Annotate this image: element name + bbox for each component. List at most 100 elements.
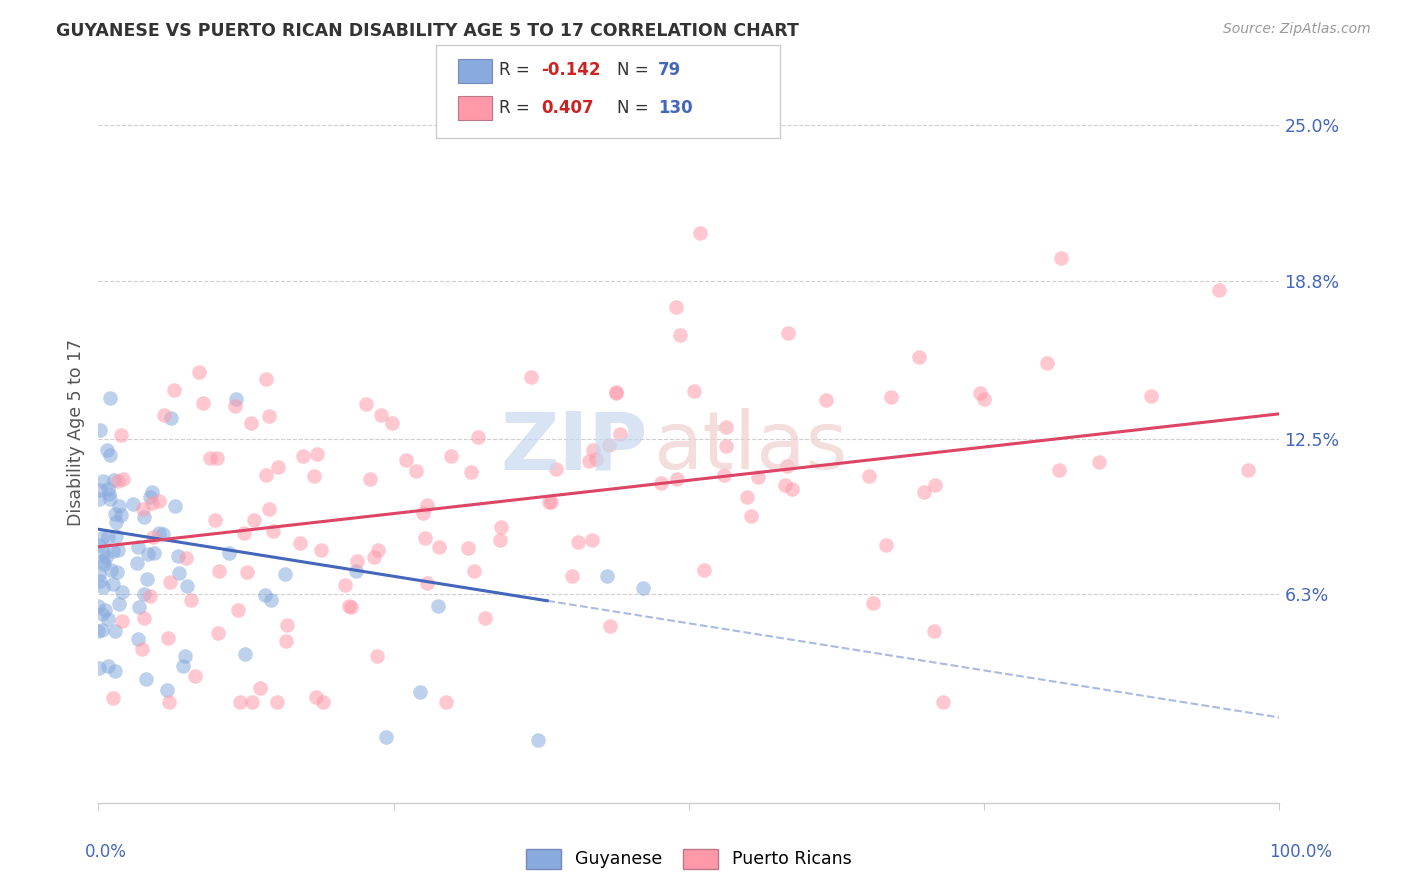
Point: [89, 538, 111, 552]
Point: [225, 392, 247, 407]
Point: [135, 672, 157, 686]
Text: N =: N =: [617, 99, 654, 117]
Point: [683, 384, 706, 398]
Point: [266, 460, 288, 475]
Point: [233, 648, 256, 662]
Text: N =: N =: [617, 62, 654, 79]
Point: [89, 491, 111, 506]
Point: [191, 396, 214, 410]
Point: [104, 624, 127, 638]
Point: [599, 619, 621, 633]
Point: [544, 462, 567, 476]
Point: [108, 597, 131, 611]
Point: [198, 450, 221, 465]
Point: [395, 453, 418, 467]
Point: [666, 472, 689, 486]
Point: [413, 531, 436, 545]
Point: [156, 682, 179, 697]
Point: [346, 554, 368, 568]
Point: [463, 564, 485, 578]
Point: [519, 370, 541, 384]
Point: [107, 565, 129, 579]
Text: 130: 130: [658, 99, 693, 117]
Point: [489, 533, 512, 547]
Point: [254, 371, 277, 385]
Point: [90, 531, 112, 545]
Point: [89, 574, 111, 588]
Point: [111, 584, 134, 599]
Point: [880, 390, 903, 404]
Point: [412, 506, 434, 520]
Point: [605, 385, 627, 400]
Point: [167, 549, 190, 563]
Point: [98, 486, 121, 500]
Point: [236, 565, 259, 579]
Point: [276, 634, 298, 648]
Point: [969, 386, 991, 401]
Point: [98, 491, 121, 506]
Point: [257, 502, 280, 516]
Point: [312, 695, 335, 709]
Point: [714, 439, 737, 453]
Point: [104, 665, 127, 679]
Point: [815, 392, 838, 407]
Point: [581, 533, 603, 547]
Point: [489, 520, 512, 534]
Point: [427, 540, 450, 554]
Point: [136, 547, 159, 561]
Point: [101, 544, 124, 558]
Point: [457, 541, 479, 556]
Point: [89, 423, 111, 437]
Point: [132, 502, 155, 516]
Point: [239, 416, 262, 430]
Point: [176, 579, 198, 593]
Point: [207, 564, 229, 578]
Point: [125, 557, 148, 571]
Point: [605, 385, 627, 400]
Point: [1208, 283, 1230, 297]
Point: [122, 497, 145, 511]
Point: [156, 632, 179, 646]
Point: [304, 469, 326, 483]
Point: [128, 600, 150, 615]
Point: [242, 695, 264, 709]
Point: [160, 411, 183, 425]
Point: [93, 558, 115, 572]
Point: [141, 496, 163, 510]
Point: [134, 611, 156, 625]
Point: [356, 397, 378, 411]
Point: [567, 534, 589, 549]
Point: [174, 648, 197, 663]
Point: [98, 448, 121, 462]
Point: [427, 599, 450, 613]
Point: [381, 416, 404, 430]
Point: [141, 530, 163, 544]
Point: [100, 563, 122, 577]
Point: [148, 493, 170, 508]
Point: [274, 567, 297, 582]
Text: R =: R =: [499, 99, 536, 117]
Point: [134, 510, 156, 524]
Point: [582, 443, 605, 458]
Point: [89, 483, 111, 498]
Point: [665, 301, 688, 315]
Point: [375, 731, 398, 745]
Point: [172, 659, 194, 673]
Text: GUYANESE VS PUERTO RICAN DISABILITY AGE 5 TO 17 CORRELATION CHART: GUYANESE VS PUERTO RICAN DISABILITY AGE …: [56, 22, 799, 40]
Point: [218, 546, 240, 560]
Point: [91, 623, 114, 637]
Point: [148, 525, 170, 540]
Point: [932, 695, 955, 709]
Point: [776, 458, 799, 473]
Point: [87, 624, 110, 638]
Point: [256, 467, 278, 482]
Point: [87, 661, 110, 675]
Point: [780, 483, 803, 497]
Point: [127, 632, 149, 647]
Point: [596, 569, 619, 583]
Point: [257, 409, 280, 423]
Point: [1088, 455, 1111, 469]
Point: [540, 495, 562, 509]
Point: [609, 427, 631, 442]
Point: [737, 491, 759, 505]
